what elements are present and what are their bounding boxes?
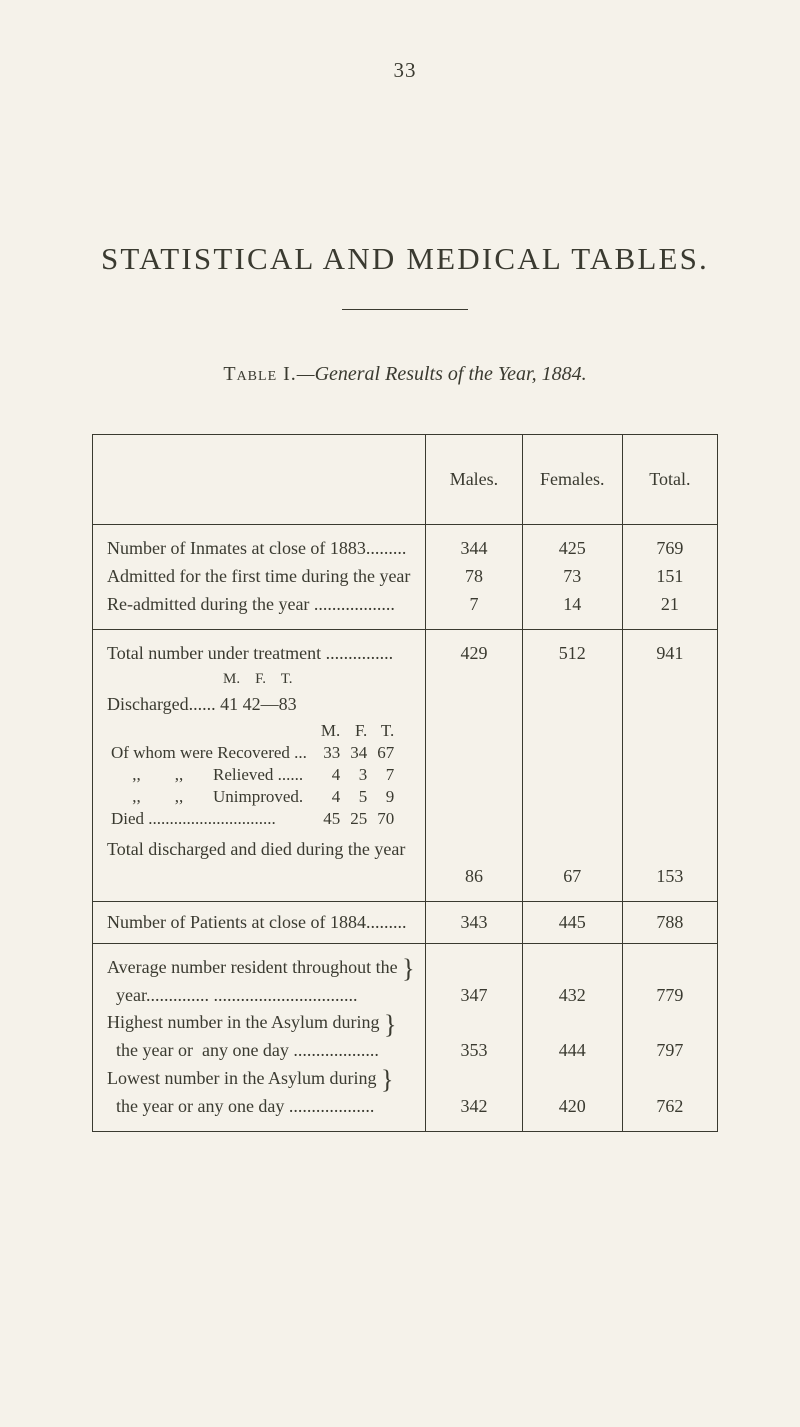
r7-label-b: year.............. .....................… bbox=[107, 982, 415, 1010]
sub1-t: 67 bbox=[377, 743, 402, 763]
page: 33 STATISTICAL AND MEDICAL TABLES. Table… bbox=[0, 0, 800, 1427]
r8-label-b: the year or any one day ................… bbox=[107, 1037, 415, 1065]
r1-m: 344 bbox=[434, 535, 514, 563]
r2-f: 73 bbox=[531, 563, 614, 591]
r4-label: Total number under treatment ...........… bbox=[107, 640, 415, 668]
block2-males: 429 86 bbox=[426, 629, 523, 901]
header-row: Males. Females. Total. bbox=[93, 435, 718, 525]
header-females: Females. bbox=[522, 435, 622, 525]
sub2-m: 4 bbox=[321, 765, 348, 785]
brace-icon: } bbox=[381, 1068, 393, 1091]
r9-label-b: the year or any one day ................… bbox=[107, 1093, 415, 1121]
brace-icon: } bbox=[384, 1013, 396, 1036]
disch-head-t: T. bbox=[281, 671, 293, 687]
sub1-label: Of whom were Recovered ... bbox=[111, 743, 319, 763]
r8-t: 797 bbox=[631, 1037, 709, 1065]
sub2-t: 7 bbox=[377, 765, 402, 785]
r4-t: 941 bbox=[631, 640, 709, 668]
r6-t: 788 bbox=[622, 901, 717, 943]
r9-label-a: Lowest number in the Asylum during bbox=[107, 1068, 376, 1088]
r6-f: 445 bbox=[522, 901, 622, 943]
r5-m: 86 bbox=[434, 863, 514, 891]
sub1-f: 34 bbox=[350, 743, 375, 763]
r8-label-a: Highest number in the Asylum during bbox=[107, 1012, 379, 1032]
block2-females: 512 67 bbox=[522, 629, 622, 901]
r2-m: 78 bbox=[434, 563, 514, 591]
block4-males: 347 353 342 bbox=[426, 943, 523, 1131]
r7-f: 432 bbox=[531, 982, 614, 1010]
block4-total: 779 797 762 bbox=[622, 943, 717, 1131]
header-males: Males. bbox=[426, 435, 523, 525]
sub-head-t: T. bbox=[377, 721, 402, 741]
died-m: 45 bbox=[321, 809, 348, 829]
r3-t: 21 bbox=[631, 591, 709, 619]
sub-head-f: F. bbox=[350, 721, 375, 741]
block2-total: 941 153 bbox=[622, 629, 717, 901]
died-label: Died .............................. bbox=[111, 809, 319, 829]
r7-t: 779 bbox=[631, 982, 709, 1010]
sub-table: M. F. T. Of whom were Recovered ... 33 3… bbox=[109, 719, 404, 831]
r1-label: Number of Inmates at close of 1883......… bbox=[107, 535, 415, 563]
r8-m: 353 bbox=[434, 1037, 514, 1065]
r9-m: 342 bbox=[434, 1093, 514, 1121]
r1-t: 769 bbox=[631, 535, 709, 563]
title-rule bbox=[92, 297, 718, 315]
sub3-f: 5 bbox=[350, 787, 375, 807]
r5-t: 153 bbox=[631, 863, 709, 891]
disch-label: Discharged...... 41 42—83 bbox=[107, 691, 415, 719]
sub3-m: 4 bbox=[321, 787, 348, 807]
r5-f: 67 bbox=[531, 863, 614, 891]
results-table: Males. Females. Total. Number of Inmates… bbox=[92, 434, 718, 1132]
r2-t: 151 bbox=[631, 563, 709, 591]
r7-label-a: Average number resident throughout the bbox=[107, 957, 398, 977]
brace-icon: } bbox=[402, 957, 414, 980]
r9-f: 420 bbox=[531, 1093, 614, 1121]
r6-m: 343 bbox=[426, 901, 523, 943]
row-block2: Total number under treatment ...........… bbox=[93, 629, 718, 901]
block1-males: 344 78 7 bbox=[426, 525, 523, 630]
r3-f: 14 bbox=[531, 591, 614, 619]
block4-females: 432 444 420 bbox=[522, 943, 622, 1131]
sub1-m: 33 bbox=[321, 743, 348, 763]
row-block1: Number of Inmates at close of 1883......… bbox=[93, 525, 718, 630]
r8-f: 444 bbox=[531, 1037, 614, 1065]
block2-desc: Total number under treatment ...........… bbox=[93, 629, 426, 901]
r9-t: 762 bbox=[631, 1093, 709, 1121]
disch-head-m: M. bbox=[223, 671, 240, 687]
main-title: STATISTICAL AND MEDICAL TABLES. bbox=[92, 241, 718, 277]
sub2-f: 3 bbox=[350, 765, 375, 785]
r3-label: Re-admitted during the year ............… bbox=[107, 591, 415, 619]
sub-head-m: M. bbox=[321, 721, 348, 741]
block4-desc: Average number resident throughout the }… bbox=[93, 943, 426, 1131]
r5-label: Total discharged and died during the yea… bbox=[107, 836, 415, 864]
block1-females: 425 73 14 bbox=[522, 525, 622, 630]
row-block3: Number of Patients at close of 1884.....… bbox=[93, 901, 718, 943]
sub3-t: 9 bbox=[377, 787, 402, 807]
header-total: Total. bbox=[622, 435, 717, 525]
caption-prefix: Table I. bbox=[223, 363, 296, 385]
disch-head-f: F. bbox=[255, 671, 266, 687]
r6-label: Number of Patients at close of 1884.....… bbox=[93, 901, 426, 943]
row-block4: Average number resident throughout the }… bbox=[93, 943, 718, 1131]
r4-f: 512 bbox=[531, 640, 614, 668]
table-caption: Table I.—General Results of the Year, 18… bbox=[92, 363, 718, 386]
block1-total: 769 151 21 bbox=[622, 525, 717, 630]
r4-m: 429 bbox=[434, 640, 514, 668]
died-f: 25 bbox=[350, 809, 375, 829]
r2-label: Admitted for the first time during the y… bbox=[107, 563, 415, 591]
r3-m: 7 bbox=[434, 591, 514, 619]
header-blank bbox=[93, 435, 426, 525]
block1-desc: Number of Inmates at close of 1883......… bbox=[93, 525, 426, 630]
sub3-label: ,, ,, Unimproved. bbox=[111, 787, 319, 807]
page-number: 33 bbox=[92, 58, 718, 83]
r1-f: 425 bbox=[531, 535, 614, 563]
sub2-label: ,, ,, Relieved ...... bbox=[111, 765, 319, 785]
died-t: 70 bbox=[377, 809, 402, 829]
caption-body: —General Results of the Year, 1884. bbox=[297, 363, 587, 385]
r7-m: 347 bbox=[434, 982, 514, 1010]
